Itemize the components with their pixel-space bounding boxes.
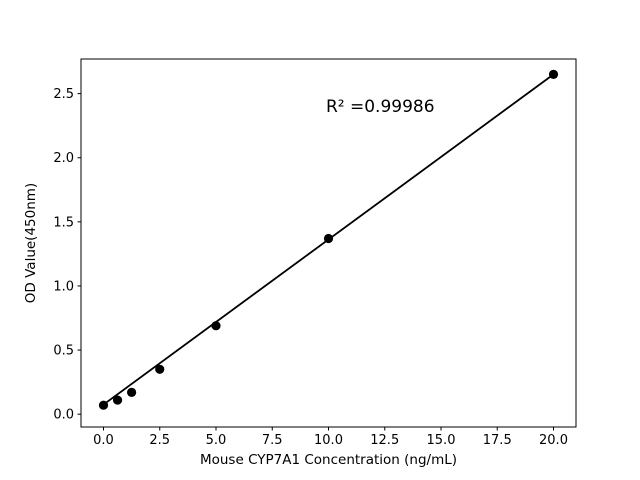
- r-squared-annotation: R² =0.99986: [326, 97, 435, 117]
- y-tick-label: 0.0: [53, 408, 74, 423]
- x-tick-label: 7.5: [262, 433, 283, 448]
- y-tick-label: 2.5: [53, 87, 74, 102]
- y-tick-label: 2.0: [53, 151, 74, 166]
- data-point: [548, 69, 559, 79]
- y-tick-label: 1.5: [53, 215, 74, 230]
- x-axis-label: Mouse CYP7A1 Concentration (ng/mL): [200, 452, 457, 468]
- data-point: [112, 395, 123, 405]
- x-tick-label: 15.0: [427, 433, 456, 448]
- x-tick-label: 10.0: [314, 433, 343, 448]
- x-tick-label: 20.0: [539, 433, 568, 448]
- x-tick-label: 2.5: [149, 433, 170, 448]
- y-axis-label: OD Value(450nm): [23, 183, 39, 303]
- y-tick-label: 1.0: [53, 279, 74, 294]
- x-tick-label: 12.5: [370, 433, 399, 448]
- x-tick-label: 5.0: [206, 433, 227, 448]
- data-point: [98, 400, 109, 410]
- data-point: [323, 233, 334, 244]
- data-point: [155, 364, 165, 374]
- data-point: [211, 321, 221, 331]
- x-tick-label: 17.5: [483, 433, 512, 448]
- data-point: [127, 387, 137, 397]
- x-tick-label: 0.0: [93, 433, 114, 448]
- y-tick-label: 0.5: [53, 344, 74, 359]
